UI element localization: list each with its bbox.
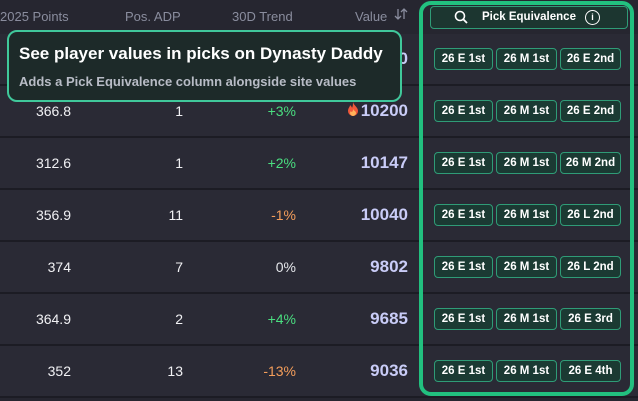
adp: 2 (175, 311, 183, 327)
trend: +4% (267, 311, 296, 327)
hot-icon (346, 101, 360, 117)
pick-chip[interactable]: 26 M 1st (496, 100, 557, 122)
points: 364.9 (35, 311, 71, 327)
value: 10040 (360, 205, 408, 224)
adp: 13 (167, 363, 183, 379)
col-header[interactable]: 2025 Points (0, 9, 69, 24)
pick-column-highlight (419, 1, 634, 396)
trend: +3% (267, 103, 296, 119)
pick-chip[interactable]: 26 M 1st (496, 308, 557, 330)
button-label: Pick Equivalence (482, 11, 576, 23)
adp: 1 (175, 103, 183, 119)
trend: 0% (275, 259, 296, 275)
pick-chip[interactable]: 26 E 2nd (560, 100, 621, 122)
points: 366.8 (35, 103, 71, 119)
points: 352 (47, 363, 71, 379)
pick-chip[interactable]: 26 M 1st (496, 152, 557, 174)
pick-chip[interactable]: 26 E 4th (560, 360, 621, 382)
sort-icon[interactable] (394, 7, 408, 21)
adp: 11 (168, 207, 183, 223)
pick-chip[interactable]: 26 E 1st (434, 48, 493, 70)
tooltip-text: Adds a Pick Equivalence column alongside… (19, 74, 357, 89)
value: 10147 (360, 153, 408, 172)
trend: -1% (271, 207, 296, 223)
pick-chip[interactable]: 26 E 3rd (560, 308, 621, 330)
pick-chip[interactable]: 26 E 1st (434, 256, 493, 278)
pick-chip[interactable]: 26 L 2nd (560, 204, 621, 226)
pick-chip[interactable]: 26 M 1st (496, 48, 557, 70)
pick-chip[interactable]: 26 E 2nd (560, 48, 621, 70)
value: 9685 (370, 309, 408, 328)
value: 9036 (370, 361, 408, 380)
pick-chip[interactable]: 26 E 1st (434, 360, 493, 382)
pick-chip[interactable]: 26 M 1st (496, 204, 557, 226)
adp: 1 (175, 155, 183, 171)
pick-chip[interactable]: 26 M 1st (496, 360, 557, 382)
trend: +2% (267, 155, 296, 171)
search-icon (454, 10, 468, 24)
info-icon[interactable]: i (585, 10, 600, 25)
tooltip: See player values in picks on Dynasty Da… (7, 30, 402, 102)
pick-chip[interactable]: 26 E 1st (434, 152, 493, 174)
pick-chip[interactable]: 26 L 2nd (560, 256, 621, 278)
col-header[interactable]: 30D Trend (232, 9, 293, 24)
col-header[interactable]: Value (355, 9, 388, 24)
pick-chip[interactable]: 26 M 1st (496, 256, 557, 278)
col-header[interactable]: Pos. ADP (125, 9, 181, 24)
pick-equivalence-button[interactable]: Pick Equivalence i (430, 6, 628, 29)
points: 356.9 (35, 207, 71, 223)
adp: 7 (175, 259, 183, 275)
pick-chip[interactable]: 26 M 2nd (560, 152, 621, 174)
pick-chip[interactable]: 26 E 1st (434, 204, 493, 226)
trend: -13% (263, 363, 296, 379)
tooltip-title: See player values in picks on Dynasty Da… (19, 44, 383, 63)
value: 0 (398, 49, 408, 68)
points: 312.6 (35, 155, 71, 171)
pick-chip[interactable]: 26 E 1st (434, 308, 493, 330)
value: 10200 (360, 101, 408, 120)
pick-chip[interactable]: 26 E 1st (434, 100, 493, 122)
points: 374 (47, 259, 71, 275)
value: 9802 (370, 257, 408, 276)
